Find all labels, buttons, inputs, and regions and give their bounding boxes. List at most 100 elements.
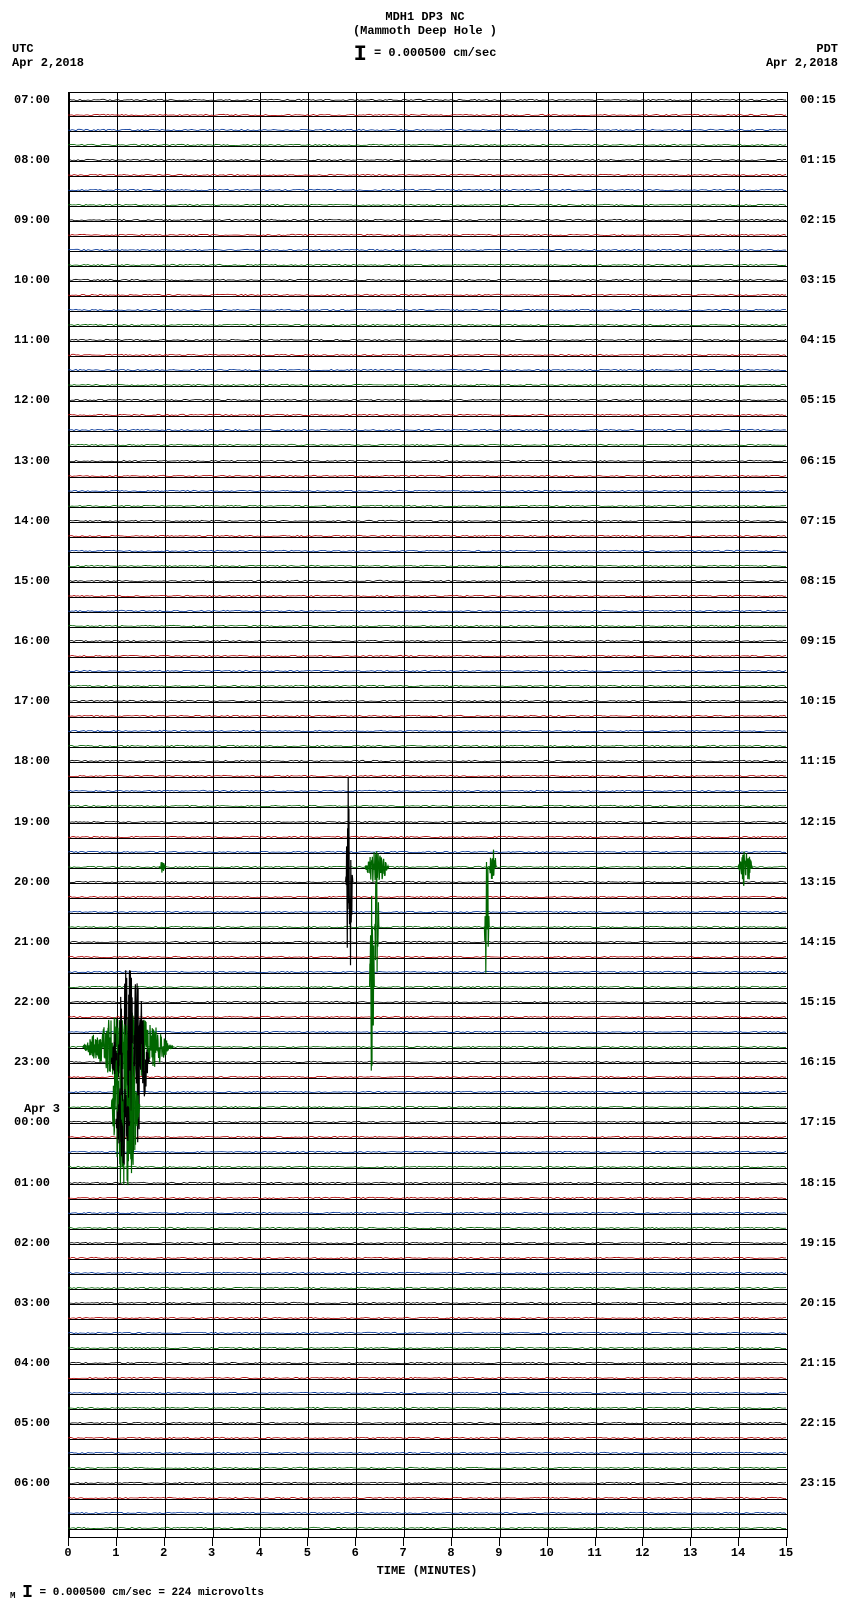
trace-baseline [69, 477, 787, 478]
xaxis-tick [355, 1538, 356, 1546]
trace-baseline [69, 642, 787, 643]
trace-baseline [69, 928, 787, 929]
trace-baseline [69, 823, 787, 824]
minute-gridline [69, 93, 70, 1537]
xaxis-tick [259, 1538, 260, 1546]
xaxis-tick-label: 5 [304, 1546, 311, 1560]
trace-baseline [69, 161, 787, 162]
xaxis-tick-label: 10 [539, 1546, 553, 1560]
trace-baseline [69, 1214, 787, 1215]
trace-baseline [69, 1153, 787, 1154]
minute-gridline [308, 93, 309, 1537]
trace-baseline [69, 973, 787, 974]
pdt-hour-label: 16:15 [800, 1055, 836, 1069]
pdt-hour-label: 04:15 [800, 333, 836, 347]
minute-gridline [356, 93, 357, 1537]
minute-gridline [213, 93, 214, 1537]
utc-hour-label: 15:00 [14, 574, 50, 588]
xaxis-tick [595, 1538, 596, 1546]
title-block: MDH1 DP3 NC (Mammoth Deep Hole ) I = 0.0… [10, 10, 840, 67]
trace-baseline [69, 552, 787, 553]
xaxis-tick [68, 1538, 69, 1546]
pdt-hour-label: 01:15 [800, 153, 836, 167]
trace-baseline [69, 1229, 787, 1230]
pdt-hour-label: 19:15 [800, 1236, 836, 1250]
utc-hour-label: 16:00 [14, 634, 50, 648]
plot-area [68, 92, 788, 1538]
trace-baseline [69, 762, 787, 763]
pdt-hour-label: 13:15 [800, 875, 836, 889]
utc-hour-label: 04:00 [14, 1356, 50, 1370]
trace-baseline [69, 747, 787, 748]
pdt-hour-label: 07:15 [800, 514, 836, 528]
trace-baseline [69, 702, 787, 703]
trace-baseline [69, 1259, 787, 1260]
trace-baseline [69, 1138, 787, 1139]
pdt-hour-label: 14:15 [800, 935, 836, 949]
trace-baseline [69, 717, 787, 718]
trace-baseline [69, 251, 787, 252]
trace-baseline [69, 612, 787, 613]
xaxis-tick-label: 4 [256, 1546, 263, 1560]
utc-hour-label: 17:00 [14, 694, 50, 708]
station-label: MDH1 DP3 NC [10, 10, 840, 24]
trace-baseline [69, 1514, 787, 1515]
trace-baseline [69, 401, 787, 402]
pdt-hour-label: 21:15 [800, 1356, 836, 1370]
trace-baseline [69, 1063, 787, 1064]
trace-baseline [69, 883, 787, 884]
trace-baseline [69, 1334, 787, 1335]
trace-baseline [69, 1304, 787, 1305]
xaxis-tick-label: 12 [635, 1546, 649, 1560]
trace-baseline [69, 326, 787, 327]
trace-baseline [69, 1123, 787, 1124]
trace-baseline [69, 462, 787, 463]
xaxis-tick [451, 1538, 452, 1546]
xaxis-tick [403, 1538, 404, 1546]
minute-gridline [404, 93, 405, 1537]
xaxis-tick-label: 0 [64, 1546, 71, 1560]
scale-text: = 0.000500 cm/sec [374, 46, 496, 60]
minute-gridline [596, 93, 597, 1537]
minute-gridline [500, 93, 501, 1537]
xaxis-tick-label: 7 [399, 1546, 406, 1560]
xaxis-tick [547, 1538, 548, 1546]
utc-hour-label: 20:00 [14, 875, 50, 889]
minute-gridline [643, 93, 644, 1537]
trace-baseline [69, 807, 787, 808]
trace-baseline [69, 1274, 787, 1275]
trace-baseline [69, 958, 787, 959]
trace-baseline [69, 988, 787, 989]
xaxis-tick-label: 1 [112, 1546, 119, 1560]
trace-baseline [69, 1093, 787, 1094]
trace-baseline [69, 687, 787, 688]
xaxis-tick [499, 1538, 500, 1546]
utc-hour-label: 11:00 [14, 333, 50, 347]
xaxis-tick-label: 9 [495, 1546, 502, 1560]
trace-baseline [69, 732, 787, 733]
utc-hour-label: 06:00 [14, 1476, 50, 1490]
trace-baseline [69, 1499, 787, 1500]
xaxis-tick [690, 1538, 691, 1546]
xaxis-tick-label: 8 [447, 1546, 454, 1560]
pdt-hour-label: 09:15 [800, 634, 836, 648]
trace-baseline [69, 281, 787, 282]
trace-baseline [69, 206, 787, 207]
trace-baseline [69, 446, 787, 447]
utc-hour-label: 22:00 [14, 995, 50, 1009]
pdt-hour-label: 00:15 [800, 93, 836, 107]
xaxis-tick-label: 2 [160, 1546, 167, 1560]
pdt-hour-label: 08:15 [800, 574, 836, 588]
utc-hour-label: 09:00 [14, 213, 50, 227]
minute-gridline [117, 93, 118, 1537]
scale-indicator: I = 0.000500 cm/sec [10, 42, 840, 67]
trace-baseline [69, 1424, 787, 1425]
trace-baseline [69, 296, 787, 297]
xaxis-tick-label: 3 [208, 1546, 215, 1560]
utc-hour-label: 03:00 [14, 1296, 50, 1310]
trace-baseline [69, 1078, 787, 1079]
trace-baseline [69, 176, 787, 177]
pdt-hour-label: 20:15 [800, 1296, 836, 1310]
pdt-hour-label: 18:15 [800, 1176, 836, 1190]
utc-hour-label: 21:00 [14, 935, 50, 949]
